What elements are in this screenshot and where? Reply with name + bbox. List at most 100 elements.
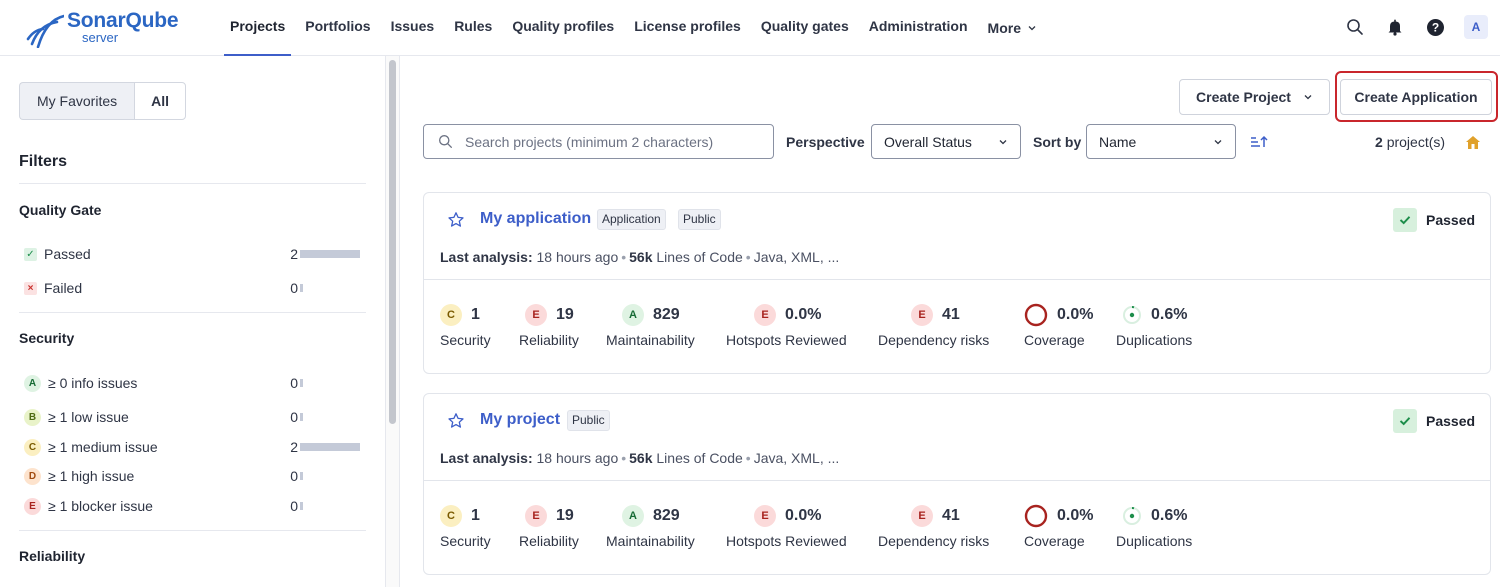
project-card: My project Public Passed Last analysis: … (423, 393, 1491, 575)
filter-security-a[interactable]: A ≥ 0 info issues 0 (24, 373, 366, 393)
favorites-toggle: My Favorites All (19, 82, 187, 120)
avatar[interactable]: A (1464, 15, 1488, 39)
scrollbar-thumb[interactable] (389, 60, 396, 424)
grade-badge: A (622, 304, 644, 326)
metric-duplications[interactable]: 0.6% Duplications (1116, 505, 1192, 555)
metric-coverage[interactable]: 0.0% Coverage (1024, 303, 1093, 354)
last-analysis-label: Last analysis: (440, 249, 533, 265)
nav-quality-profiles[interactable]: Quality profiles (512, 18, 615, 34)
metric-value: 1 (471, 306, 480, 323)
nav-rules[interactable]: Rules (454, 18, 493, 34)
svg-text:?: ? (1431, 20, 1438, 34)
metric-hotspots-reviewed[interactable]: E 0.0% Hotspots Reviewed (726, 304, 847, 354)
metric-value: 0.0% (1057, 507, 1094, 524)
metric-reliability[interactable]: E 19 Reliability (519, 304, 579, 354)
brand-name: SonarQube (67, 9, 179, 32)
create-project-button[interactable]: Create Project (1179, 79, 1330, 115)
grade-badge: C (440, 304, 462, 326)
metric-label: Dependency risks (878, 533, 990, 549)
filter-security-b[interactable]: B ≥ 1 low issue 0 (24, 407, 366, 427)
project-name-link[interactable]: My application (480, 210, 592, 227)
check-icon: ✓ (24, 247, 37, 261)
metric-dependency-risks[interactable]: E 41 Dependency risks (878, 304, 989, 354)
loc-value: 56k (629, 249, 653, 265)
grade-badge: E (911, 505, 933, 527)
bell-icon[interactable] (1384, 16, 1406, 38)
loc-label: Lines of Code (656, 249, 743, 265)
star-icon[interactable] (447, 211, 465, 229)
nav-more-label: More (987, 20, 1021, 36)
search-input[interactable] (465, 133, 755, 150)
nav-license-profiles[interactable]: License profiles (634, 18, 741, 34)
perspective-value: Overall Status (884, 133, 972, 150)
sort-by-select[interactable]: Name (1086, 124, 1236, 159)
project-name-link[interactable]: My project (480, 411, 561, 428)
perspective-select[interactable]: Overall Status (871, 124, 1021, 159)
sonarqube-logo[interactable]: SonarQube server (24, 8, 194, 48)
metric-maintainability[interactable]: A 829 Maintainability (606, 505, 695, 555)
metric-reliability[interactable]: E 19 Reliability (519, 505, 579, 555)
filter-label: ≥ 1 medium issue (48, 439, 158, 455)
security-heading: Security (19, 330, 75, 346)
grade-badge: E (525, 505, 547, 527)
metric-value: 0.0% (785, 306, 822, 323)
project-tag: Public (678, 209, 721, 230)
filter-quality-gate-passed[interactable]: ✓ Passed 2 (24, 244, 366, 264)
create-project-label: Create Project (1196, 89, 1291, 105)
check-icon (1393, 409, 1417, 433)
last-analysis-value: 18 hours ago (536, 450, 619, 466)
sort-ascending-icon[interactable] (1250, 134, 1268, 150)
grade-badge: B (24, 408, 41, 426)
home-icon[interactable] (1465, 135, 1481, 150)
nav-quality-gates[interactable]: Quality gates (760, 18, 849, 34)
search-icon[interactable] (1344, 16, 1366, 38)
sonarqube-wave-icon (26, 14, 64, 48)
duplications-ring-icon (1123, 507, 1141, 525)
coverage-ring-icon (1024, 303, 1048, 327)
sort-by-label: Sort by (1033, 134, 1082, 150)
help-icon[interactable]: ? (1424, 16, 1446, 38)
filter-security-c[interactable]: C ≥ 1 medium issue 2 (24, 437, 366, 457)
nav-projects[interactable]: Projects (220, 0, 295, 56)
filter-security-d[interactable]: D ≥ 1 high issue 0 (24, 466, 366, 486)
grade-badge: C (24, 438, 41, 456)
all-button[interactable]: All (134, 82, 187, 120)
nav-more[interactable]: More (978, 0, 1047, 56)
metric-coverage[interactable]: 0.0% Coverage (1024, 504, 1094, 555)
filter-label: ≥ 0 info issues (48, 375, 138, 391)
metric-hotspots-reviewed[interactable]: E 0.0% Hotspots Reviewed (726, 505, 847, 555)
filters-title: Filters (19, 153, 68, 170)
nav-portfolios[interactable]: Portfolios (305, 18, 371, 34)
my-favorites-button[interactable]: My Favorites (19, 82, 135, 120)
filter-count: 0 (290, 375, 298, 391)
metric-label: Maintainability (606, 332, 695, 348)
sidebar-scrollbar[interactable] (386, 56, 400, 587)
filter-count: 0 (290, 498, 298, 514)
create-application-button[interactable]: Create Application (1340, 79, 1492, 115)
project-count: 2 project(s) (1375, 134, 1445, 150)
metric-dependency-risks[interactable]: E 41 Dependency risks (878, 505, 989, 555)
filter-security-e[interactable]: E ≥ 1 blocker issue 0 (24, 496, 366, 516)
grade-badge: A (24, 374, 41, 392)
grade-badge: A (622, 505, 644, 527)
metric-maintainability[interactable]: A 829 Maintainability (606, 304, 695, 354)
metric-value: 0.6% (1151, 306, 1188, 323)
metric-duplications[interactable]: 0.6% Duplications (1116, 304, 1192, 354)
top-navigation-bar: SonarQube server Projects Portfolios Iss… (0, 0, 1500, 56)
quality-gate-status: Passed (1393, 409, 1475, 433)
grade-badge: E (754, 304, 776, 326)
metric-value: 41 (942, 507, 960, 524)
star-icon[interactable] (447, 412, 465, 430)
nav-issues[interactable]: Issues (390, 18, 435, 34)
chevron-down-icon (999, 139, 1007, 144)
filter-quality-gate-failed[interactable]: × Failed 0 (24, 278, 366, 298)
chevron-down-icon (1214, 139, 1222, 144)
filter-label: Passed (44, 246, 91, 262)
metric-value: 0.0% (785, 507, 822, 524)
project-count-suffix: project(s) (1386, 134, 1446, 150)
filters-sidebar: My Favorites All Filters Quality Gate ✓ … (0, 56, 386, 587)
highlight-frame (1335, 71, 1498, 122)
nav-administration[interactable]: Administration (868, 18, 968, 34)
